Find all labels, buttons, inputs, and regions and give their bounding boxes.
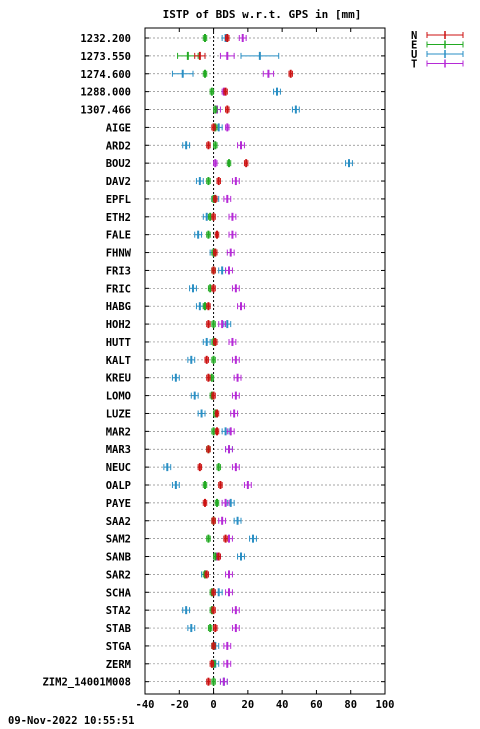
station-label: BOU2 [106, 158, 131, 170]
x-tick-label: 40 [276, 699, 289, 711]
station-label: SAA2 [106, 516, 131, 528]
station-label: STGA [106, 641, 132, 653]
legend-label-T: T [411, 59, 417, 71]
x-tick-label: 100 [376, 699, 395, 711]
station-label: STAB [106, 623, 131, 635]
chart-title: ISTP of BDS w.r.t. GPS in [mm] [163, 8, 362, 21]
station-label: KREU [106, 373, 131, 385]
station-label: FRI3 [106, 265, 131, 277]
station-label: NEUC [106, 462, 131, 474]
station-label: FHNW [106, 248, 132, 260]
station-label: 1274.600 [80, 69, 131, 81]
legend-label-E: E [411, 40, 417, 52]
station-label: LUZE [106, 408, 131, 420]
station-label: SANB [106, 552, 131, 564]
x-axis: -40 -20 0 20 40 60 80 100 [136, 27, 395, 711]
station-label: KALT [106, 355, 131, 367]
legend-label-N: N [411, 30, 417, 42]
station-label: SAM2 [106, 534, 131, 546]
station-label: OALP [106, 480, 131, 492]
station-label: PAYE [106, 498, 131, 510]
legend-label-U: U [411, 49, 417, 61]
station-label: 1232.200 [80, 33, 131, 45]
station-labels: 1232.200 1273.550 1274.600 1288.000 1307.466… [42, 33, 131, 689]
station-label: DAV2 [106, 176, 131, 188]
station-label: SCHA [106, 587, 132, 599]
x-tick-label: 80 [344, 699, 357, 711]
timestamp: 09-Nov-2022 10:55:51 [8, 715, 134, 727]
data-marks-layer [163, 34, 353, 686]
station-label: FALE [106, 230, 131, 242]
station-label: SAR2 [106, 569, 131, 581]
station-label: ZERM [106, 659, 131, 671]
grid-layer [145, 37, 385, 683]
x-tick-label: 20 [242, 699, 255, 711]
station-label: 1288.000 [80, 87, 131, 99]
station-label: ETH2 [106, 212, 131, 224]
station-label: HOH2 [106, 319, 131, 331]
station-label: AIGE [106, 122, 131, 134]
plot-frame [144, 27, 386, 695]
station-label: MAR3 [106, 444, 131, 456]
station-label: 1273.550 [80, 51, 131, 63]
station-label: STA2 [106, 605, 131, 617]
x-tick-label: 0 [210, 699, 216, 711]
station-label: ZIM2_14001M008 [42, 677, 131, 689]
x-tick-label: -40 [136, 699, 155, 711]
station-label: 1307.466 [80, 105, 131, 117]
station-label: HABG [106, 301, 131, 313]
station-label: MAR2 [106, 426, 131, 438]
station-label: EPFL [106, 194, 131, 206]
station-label: FRIC [106, 283, 131, 295]
x-tick-label: -20 [170, 699, 189, 711]
station-label: HUTT [106, 337, 131, 349]
station-label: LOMO [106, 391, 131, 403]
x-tick-label: 60 [310, 699, 323, 711]
station-label: ARD2 [106, 140, 131, 152]
